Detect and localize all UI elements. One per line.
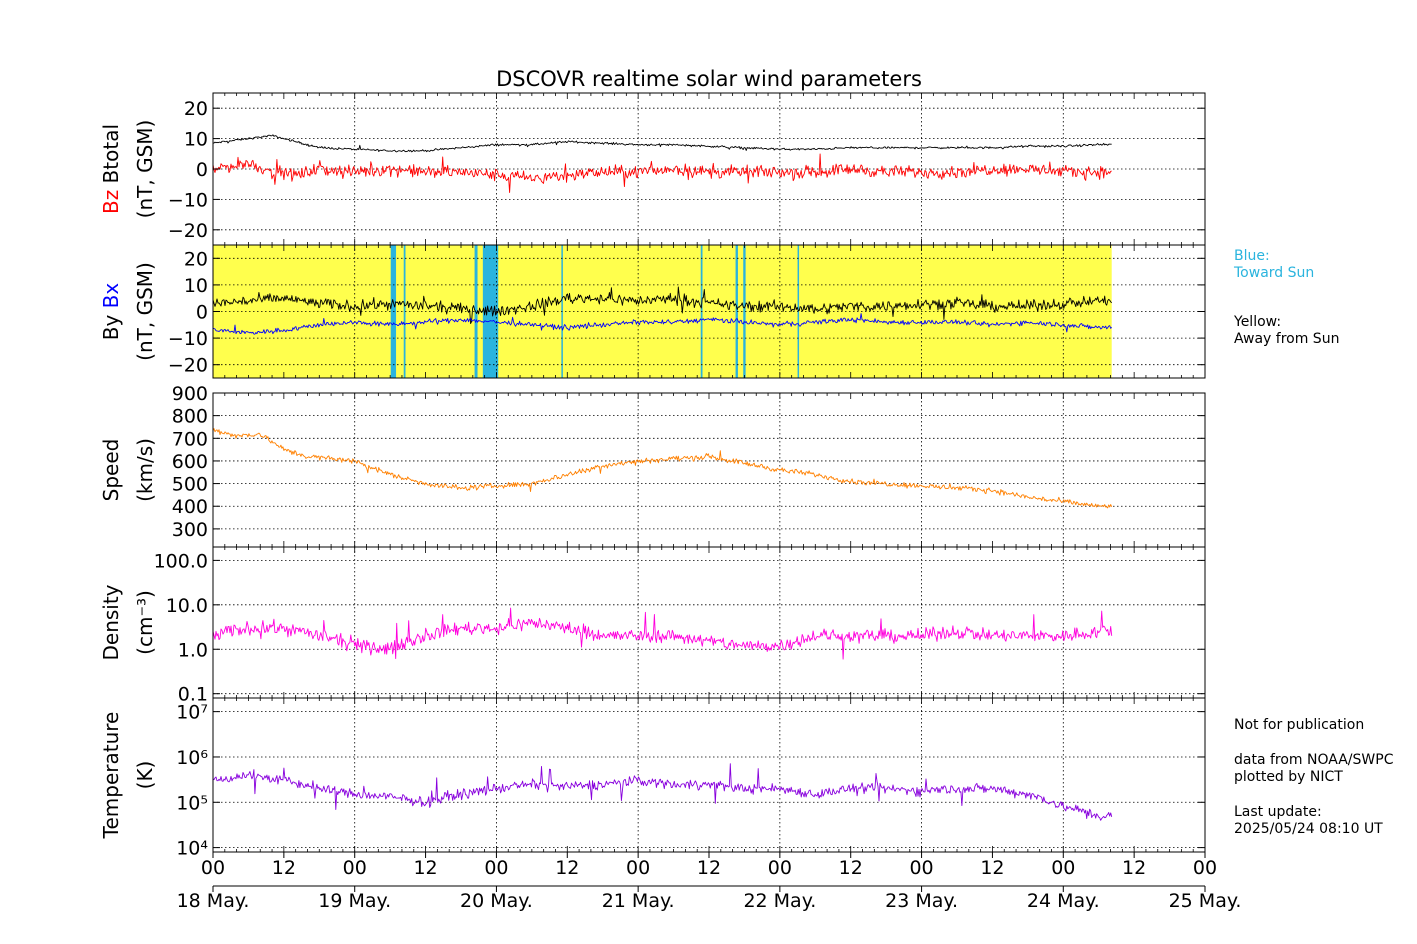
grid-temperature [213,698,1205,852]
frame-speed [212,392,1206,548]
x-date-label: 24 May. [1027,890,1100,912]
yunit-bxy: (nT, GSM) [133,262,157,361]
legend-blue-text: Toward Sun [1234,265,1315,281]
x-date-label: 22 May. [743,890,816,912]
yunit-mag: (nT, GSM) [133,120,157,219]
series-density [212,607,1113,660]
x-hour-label: 00 [1051,857,1075,879]
y-tick-label: 20 [184,98,208,120]
y-tick-label: −10 [168,189,208,211]
y-tick-label: 300 [172,519,208,541]
x-hour-label: 00 [484,857,508,879]
x-hour-label: 12 [839,857,863,879]
ylabel-bxy: By Bx [99,283,123,341]
note-data-source: data from NOAA/SWPC [1234,752,1394,768]
yunit-temperature: (K) [133,761,157,790]
y-tick-label: 20 [184,248,208,270]
panel-temperature: 10⁷ 10⁶ 10⁵ 10⁴ Temperature (K) [99,697,1206,860]
toward-sun-band-1 [403,245,406,378]
y-tick-label: 100.0 [154,550,208,572]
x-date-label: 19 May. [318,890,391,912]
series-bz [212,153,1112,193]
x-hour-label: 00 [343,857,367,879]
y-tick-label: 10 [184,129,208,151]
frame-temperature [212,697,1206,853]
x-date-label: 20 May. [460,890,533,912]
series-speed [212,428,1113,509]
toward-sun-band-6 [735,245,738,378]
x-date-label: 23 May. [885,890,958,912]
note-plotted-by: plotted by NICT [1234,769,1343,785]
y-tick-label: 0 [196,159,208,181]
y-tick-label: 900 [172,383,208,405]
x-hour-label: 00 [909,857,933,879]
ylabel-mag: Bz Btotal [99,124,123,214]
x-date-label: 25 May. [1169,890,1242,912]
y-tick-label: 0 [196,302,208,324]
x-hour-label: 00 [1193,857,1217,879]
y-tick-label: −20 [168,220,208,242]
y-tick-label: 10⁴ [176,838,208,860]
y-tick-label: 500 [172,474,208,496]
y-tick-label: 1.0 [178,639,208,661]
y-tick-label: 700 [172,428,208,450]
note-last-update-time: 2025/05/24 08:10 UT [1234,821,1383,837]
x-date-label: 18 May. [177,890,250,912]
y-tick-label: 10 [184,275,208,297]
panel-bxy: 20 10 0 −10 −20 By Bx (nT, GSM) [99,244,1206,379]
grid-mag [213,93,1205,245]
note-not-for-publication: Not for publication [1234,717,1365,733]
y-tick-label: 10⁵ [176,792,208,814]
y-tick-label: 600 [172,451,208,473]
legend-yellow-title: Yellow: [1234,314,1282,330]
grid-speed [213,392,1205,547]
ylabel-density: Density [99,584,123,660]
y-tick-label: 10⁶ [176,747,208,769]
yunit-density: (cm⁻³) [133,590,157,655]
x-hour-label: 12 [1122,857,1146,879]
legend-yellow-text: Away from Sun [1234,331,1340,347]
panel-density: 100.0 10.0 1.0 0.1 Density (cm⁻³) [99,546,1206,706]
series-btotal [212,134,1112,153]
x-hour-label: 12 [272,857,296,879]
note-last-update-label: Last update: [1234,804,1322,820]
series-bx [212,313,1113,335]
x-hour-label: 12 [697,857,721,879]
x-hour-label: 00 [201,857,225,879]
frame-density [212,546,1206,699]
x-hour-label: 12 [413,857,437,879]
toward-sun-band-3 [482,245,499,378]
x-hour-label: 00 [768,857,792,879]
y-tick-label: −10 [168,328,208,350]
y-tick-label: 0.1 [178,684,208,706]
x-date-label: 21 May. [602,890,675,912]
series-by [212,286,1113,325]
toward-sun-band-7 [743,245,746,378]
y-tick-label: 10⁷ [176,702,208,724]
grid-density [213,547,1205,698]
x-hour-label: 00 [626,857,650,879]
y-tick-label: 400 [172,496,208,518]
series-temperature [212,763,1113,821]
y-tick-label: 800 [172,406,208,428]
y-tick-label: −20 [168,355,208,377]
legend-blue-title: Blue: [1234,248,1270,264]
panel-mag: 20 10 0 −10 −20 Bz Btotal (nT, GSM) [99,92,1206,246]
grid-bxy [213,245,1205,378]
chart-title: DSCOVR realtime solar wind parameters [496,67,922,91]
yunit-speed: (km/s) [133,438,157,502]
x-hour-label: 12 [980,857,1004,879]
ylabel-temperature: Temperature [99,712,123,840]
y-tick-label: 10.0 [166,595,208,617]
ylabel-speed: Speed [99,439,123,502]
x-hour-label: 12 [555,857,579,879]
